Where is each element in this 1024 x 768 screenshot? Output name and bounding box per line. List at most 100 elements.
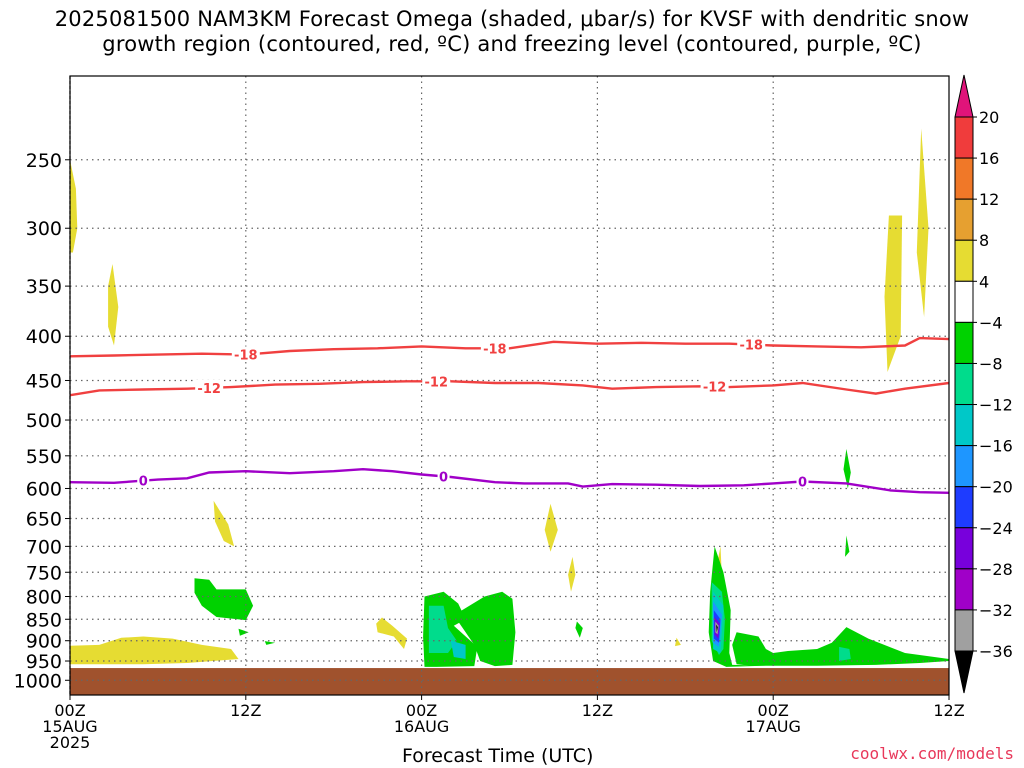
plot-content: -18 -18 -18 -12 -12 -12 0 0 0 <box>70 76 949 695</box>
isotherm-label--12-1: -12 <box>425 375 449 390</box>
omega-region-4-0 <box>450 640 466 659</box>
colorbar-bin-8 <box>954 198 974 241</box>
chart-title-line2: growth region (contoured, red, ºC) and f… <box>102 32 922 56</box>
x-axis-label: Forecast Time (UTC) <box>402 745 594 767</box>
y-tick-label-650: 650 <box>26 509 62 531</box>
isotherm-label--18-1: -18 <box>483 342 507 357</box>
colorbar-label-8: 8 <box>979 231 989 250</box>
omega-region-9-0 <box>716 624 718 633</box>
ground-surface <box>70 668 949 695</box>
omega-region-0-4 <box>376 617 407 649</box>
isotherm-label-bg <box>700 378 729 394</box>
y-tick-label-250: 250 <box>26 150 62 172</box>
colorbar-label--28: −28 <box>979 560 1013 579</box>
y-tick-label-500: 500 <box>26 410 62 432</box>
omega-region-0-0 <box>70 159 78 253</box>
y-tick-label-550: 550 <box>26 446 62 468</box>
colorbar-bin--8 <box>954 321 974 364</box>
omega-region-2-2 <box>264 641 276 645</box>
isotherm-label-bg <box>137 472 150 488</box>
y-tick-label-450: 450 <box>26 370 62 392</box>
omega-region-0-5 <box>544 503 558 552</box>
omega-region-2-9 <box>845 535 850 557</box>
colorbar-label--32: −32 <box>979 601 1013 620</box>
isotherm-line-0 <box>70 467 949 494</box>
omega-region-0-6 <box>568 556 576 592</box>
isotherm-label-bg <box>437 468 450 484</box>
isotherm-label-bg <box>422 373 451 389</box>
colorbar-over-triangle <box>954 74 974 118</box>
omega-region-3-2 <box>839 646 851 661</box>
omega-region-0-10 <box>916 128 929 317</box>
colorbar-bin--24 <box>954 486 974 529</box>
isotherm-label--12-0: -12 <box>197 382 221 397</box>
colorbar-label--4: −4 <box>979 313 1003 332</box>
colorbar-label-20: 20 <box>979 108 999 127</box>
colorbar-label--36: −36 <box>979 642 1013 661</box>
colorbar-under-triangle <box>954 650 974 694</box>
x-tick-label-0: 00Z <box>54 701 85 720</box>
colorbar-label--20: −20 <box>979 478 1013 497</box>
omega-region-2-8 <box>843 448 851 489</box>
plot-frame <box>69 75 950 696</box>
colorbar-bin-16 <box>954 116 974 159</box>
isotherm-label-bg <box>796 473 809 489</box>
x-tick-date-48: 17AUG <box>745 717 800 736</box>
x-tick-label-48: 00Z <box>758 701 789 720</box>
colorbar-bin--28 <box>954 527 974 570</box>
x-tick-label-24: 00Z <box>406 701 437 720</box>
isotherm-label-bg <box>231 346 260 362</box>
omega-region-2-0 <box>194 578 254 621</box>
x-tick-label-12: 12Z <box>230 701 261 720</box>
plot-area: -18 -18 -18 -12 -12 -12 0 0 0 250 300 350 400 450 500 5… <box>14 75 965 752</box>
y-tick-label-400: 400 <box>26 326 62 348</box>
y-tick-label-850: 850 <box>26 609 62 631</box>
x-tick-date-0: 15AUG <box>42 717 97 736</box>
colorbar-bin--4 <box>954 280 974 323</box>
isotherm-label-0-0: 0 <box>139 475 148 490</box>
omega-region-2-6 <box>575 621 583 638</box>
omega-region-2-1 <box>238 628 249 636</box>
y-tick-label-900: 900 <box>26 631 62 653</box>
colorbar-label--12: −12 <box>979 396 1013 415</box>
watermark: coolwx.com/models <box>850 744 1014 763</box>
isotherm-label--12-2: -12 <box>703 381 727 396</box>
colorbar-bin--16 <box>954 404 974 447</box>
omega-region-0-9 <box>884 215 903 372</box>
omega-region-0-1 <box>108 264 119 346</box>
y-tick-label-300: 300 <box>26 218 62 240</box>
y-tick-label-600: 600 <box>26 478 62 500</box>
colorbar-label-16: 16 <box>979 149 999 168</box>
x-tick-date-24: 16AUG <box>394 717 449 736</box>
colorbar: 20 16 12 8 4 −4 −8 −12 −16 −20 −24 −28 −32 −36 <box>954 74 1013 694</box>
isotherm-label-0-1: 0 <box>439 470 448 485</box>
omega-region-0-8 <box>675 637 681 647</box>
x-tick-year-0: 2025 <box>50 733 91 752</box>
omega-region-2-3 <box>450 591 516 667</box>
omega-region-0-3 <box>70 636 239 665</box>
isotherm-label--18-0: -18 <box>234 349 258 364</box>
y-tick-label-350: 350 <box>26 276 62 298</box>
x-tick-label-36: 12Z <box>582 701 613 720</box>
colorbar-label--8: −8 <box>979 354 1003 373</box>
omega-region-2-7 <box>732 627 949 666</box>
colorbar-bin--32 <box>954 568 974 611</box>
isotherm-label-0-2: 0 <box>798 476 807 491</box>
x-tick-label-60: 12Z <box>933 701 964 720</box>
colorbar-bin--12 <box>954 362 974 406</box>
y-tick-label-750: 750 <box>26 562 62 584</box>
colorbar-bin--20 <box>954 445 974 488</box>
colorbar-label--16: −16 <box>979 437 1013 456</box>
isotherm-line--18 <box>70 336 949 358</box>
omega-region-2-5 <box>483 620 489 632</box>
y-tick-label-700: 700 <box>26 536 62 558</box>
y-tick-label-950: 950 <box>26 651 62 673</box>
isotherm-label-bg <box>195 379 224 395</box>
isotherm-label--18-2: -18 <box>739 339 763 354</box>
colorbar-bin--36 <box>954 609 974 652</box>
colorbar-bin-4 <box>954 239 974 282</box>
colorbar-label--24: −24 <box>979 519 1013 538</box>
colorbar-label-4: 4 <box>979 272 989 291</box>
y-tick-label-800: 800 <box>26 586 62 608</box>
